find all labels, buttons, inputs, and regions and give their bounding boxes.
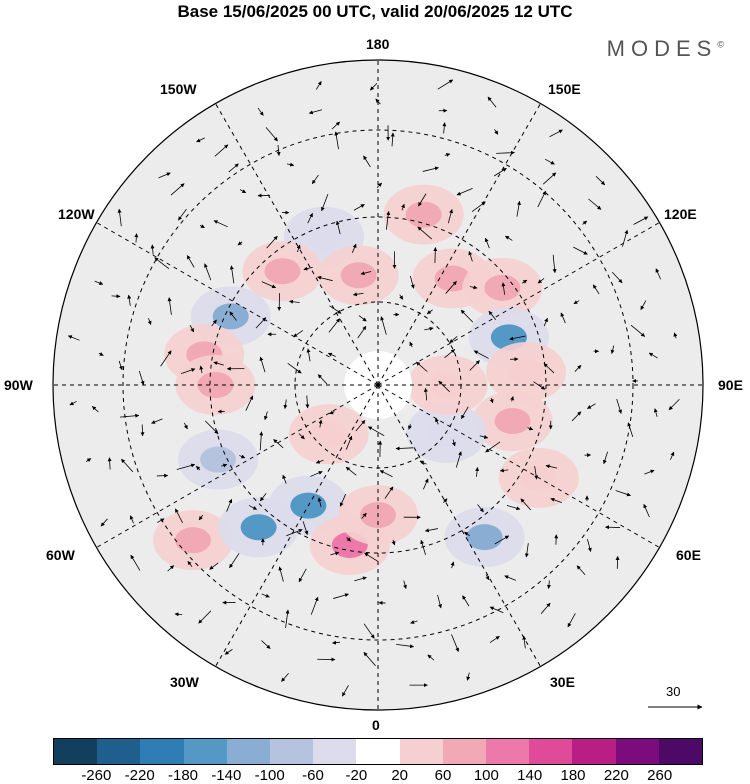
anomaly-core xyxy=(200,447,236,473)
colorbar-swatch xyxy=(227,739,270,764)
colorbar-tick-label: 60 xyxy=(435,767,452,784)
colorbar xyxy=(53,738,703,765)
colorbar-swatch xyxy=(270,739,313,764)
lon-label-90e: 90E xyxy=(718,377,743,393)
colorbar-tick-label: -20 xyxy=(345,767,367,784)
lon-label-60e: 60E xyxy=(676,547,701,563)
colorbar-swatch xyxy=(54,739,97,764)
colorbar-tick-label: 180 xyxy=(560,767,585,784)
anomaly-core xyxy=(406,202,442,228)
lon-label-90w: 90W xyxy=(4,377,33,393)
colorbar-swatch xyxy=(356,739,399,764)
lon-label-0: 0 xyxy=(372,717,380,733)
colorbar-tick-label: 220 xyxy=(604,767,629,784)
colorbar-swatch xyxy=(572,739,615,764)
polar-map xyxy=(0,0,750,735)
anomaly-core xyxy=(508,359,544,385)
colorbar-swatch xyxy=(529,739,572,764)
colorbar-swatch xyxy=(486,739,529,764)
anomaly-core xyxy=(306,224,342,250)
lon-label-30e: 30E xyxy=(550,674,575,690)
lon-label-30w: 30W xyxy=(170,674,199,690)
lon-label-180: 180 xyxy=(366,36,389,52)
anomaly-core xyxy=(265,258,301,284)
colorbar-swatch xyxy=(97,739,140,764)
colorbar-tick-label: 140 xyxy=(517,767,542,784)
colorbar-tick-label: -140 xyxy=(211,767,241,784)
anomaly-core xyxy=(467,524,503,550)
colorbar-swatch xyxy=(140,739,183,764)
anomaly-core xyxy=(484,275,520,301)
colorbar-tick-label: 260 xyxy=(647,767,672,784)
colorbar-tick-label: -220 xyxy=(125,767,155,784)
anomaly-core xyxy=(428,420,464,446)
lon-label-120e: 120E xyxy=(664,206,697,222)
wind-vector xyxy=(112,296,120,297)
anomaly-core xyxy=(495,408,531,434)
colorbar-tick-label: -60 xyxy=(302,767,324,784)
anomaly-core xyxy=(311,421,347,447)
colorbar-swatch xyxy=(313,739,356,764)
colorbar-tick-label: -100 xyxy=(255,767,285,784)
colorbar-tick-label: 20 xyxy=(391,767,408,784)
lon-label-120w: 120W xyxy=(58,206,95,222)
colorbar-tick-label: 100 xyxy=(474,767,499,784)
colorbar-tick-label: -180 xyxy=(168,767,198,784)
colorbar-swatch xyxy=(659,739,702,764)
anomaly-core xyxy=(241,514,277,540)
colorbar-swatch xyxy=(616,739,659,764)
colorbar-swatch xyxy=(443,739,486,764)
reference-vector-label: 30 xyxy=(666,684,680,699)
lon-label-60w: 60W xyxy=(46,547,75,563)
anomaly-core xyxy=(175,527,211,553)
colorbar-swatch xyxy=(400,739,443,764)
lon-label-150e: 150E xyxy=(548,81,581,97)
lon-label-150w: 150W xyxy=(160,81,197,97)
anomaly-core xyxy=(341,262,377,288)
wind-vector xyxy=(435,247,436,263)
colorbar-swatch xyxy=(184,739,227,764)
colorbar-tick-label: -260 xyxy=(81,767,111,784)
